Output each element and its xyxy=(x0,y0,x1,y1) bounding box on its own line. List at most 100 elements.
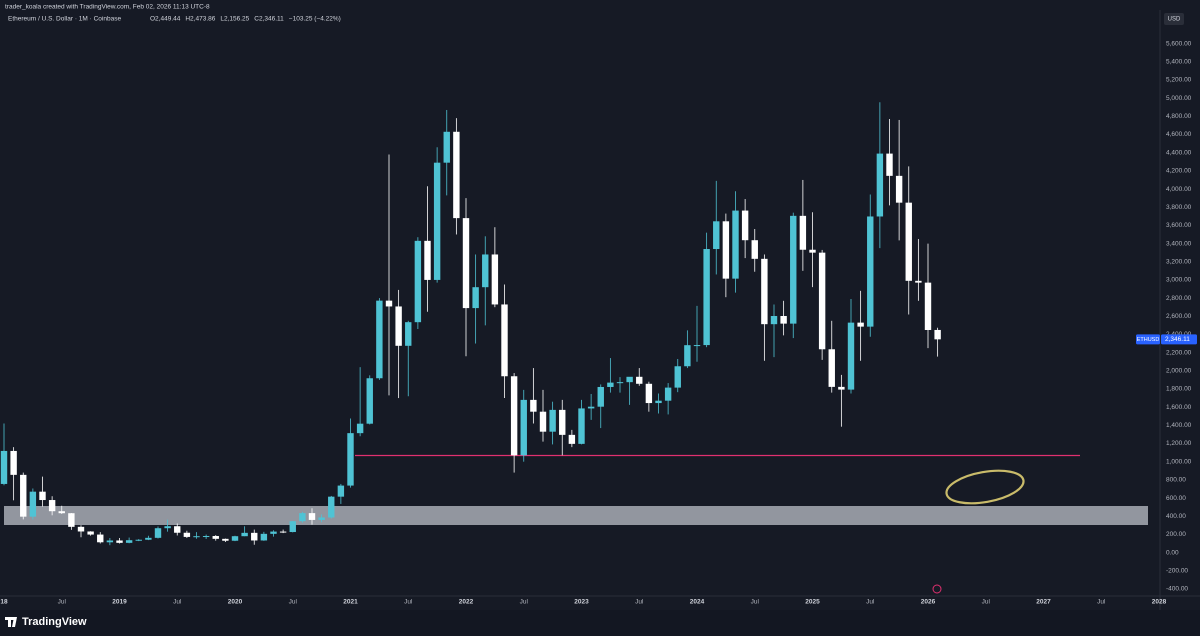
candle-body xyxy=(154,528,162,538)
candle-body xyxy=(761,258,768,325)
candle-body xyxy=(597,386,604,407)
y-tick-label: 1,600.00 xyxy=(1166,404,1192,411)
candle-body xyxy=(530,399,537,412)
candle-body xyxy=(48,500,56,512)
x-tick-label: Jul xyxy=(1097,599,1106,606)
symbol-tag xyxy=(1136,334,1160,345)
y-tick-label: 600.00 xyxy=(1166,495,1186,502)
candle-body xyxy=(655,400,662,404)
attribution: trader_koala created with TradingView.co… xyxy=(5,4,210,11)
candle-body xyxy=(693,345,701,347)
y-tick-label: 3,600.00 xyxy=(1166,222,1192,229)
y-tick-label: 400.00 xyxy=(1166,513,1186,520)
candle-body xyxy=(645,383,653,404)
candle-body xyxy=(87,531,94,535)
candle-body xyxy=(289,521,296,533)
chart-title: Ethereum / U.S. Dollar · 1M · Coinbase xyxy=(8,16,121,23)
candle-body xyxy=(838,386,845,390)
x-tick-label: Jul xyxy=(751,599,760,606)
x-tick-label: 2020 xyxy=(228,599,243,606)
ohlc-value: H2,473.86 xyxy=(185,16,215,23)
candle-body xyxy=(58,511,65,514)
y-tick-label: 3,800.00 xyxy=(1166,204,1192,211)
y-tick-label: 3,200.00 xyxy=(1166,258,1192,265)
candle-body xyxy=(607,382,614,387)
candle-body xyxy=(10,450,17,475)
x-tick-label: 2019 xyxy=(112,599,127,606)
x-tick-label: Jul xyxy=(866,599,875,606)
event-icon xyxy=(932,584,942,594)
candle-body xyxy=(809,249,816,253)
candle-body xyxy=(270,531,277,534)
candle-body xyxy=(337,485,345,497)
highlight-ellipse xyxy=(945,469,1025,505)
candle-body xyxy=(125,540,133,543)
brand-logo: TradingView xyxy=(22,616,87,628)
y-tick-label: 1,400.00 xyxy=(1166,422,1192,429)
candle-body xyxy=(385,300,393,307)
candle-body xyxy=(905,202,912,281)
candles xyxy=(0,102,941,546)
candle-body xyxy=(0,450,8,484)
y-tick-label: 2,000.00 xyxy=(1166,368,1192,375)
ohlc-value: L2,156.25 xyxy=(220,16,249,23)
candle-body xyxy=(433,162,441,280)
y-tick-label: 5,000.00 xyxy=(1166,95,1192,102)
candle-body xyxy=(549,409,556,432)
candle-body xyxy=(539,411,547,432)
candle-body xyxy=(424,240,431,280)
candle-body xyxy=(241,532,248,537)
y-tick-label: 1,200.00 xyxy=(1166,440,1192,447)
x-tick-label: Jul xyxy=(289,599,298,606)
candle-body xyxy=(231,536,239,541)
y-tick-label: 3,400.00 xyxy=(1166,240,1192,247)
footer-bar xyxy=(0,610,1200,636)
candle-body xyxy=(559,409,566,435)
currency-label: USD xyxy=(1168,17,1181,23)
candle-body xyxy=(867,216,874,327)
candle-body xyxy=(751,240,758,259)
candle-body xyxy=(616,382,624,384)
candle-body xyxy=(770,315,778,325)
x-tick-label: 2021 xyxy=(343,599,358,606)
x-tick-label: Jul xyxy=(635,599,644,606)
candle-body xyxy=(482,254,489,288)
candle-body xyxy=(251,532,258,541)
candle-body xyxy=(713,221,720,250)
candle-body xyxy=(462,218,470,309)
x-tick-label: 2026 xyxy=(921,599,936,606)
ohlc-value: O2,449.44 xyxy=(150,16,181,23)
candle-body xyxy=(626,376,633,383)
candle-body xyxy=(674,366,681,388)
candle-body xyxy=(77,526,85,532)
candle-body xyxy=(520,399,527,456)
y-tick-label: 4,800.00 xyxy=(1166,113,1192,120)
candle-body xyxy=(664,387,672,401)
candle-body xyxy=(684,345,691,367)
candle-body xyxy=(472,287,479,309)
y-tick-label: 4,600.00 xyxy=(1166,131,1192,138)
candle-body xyxy=(886,153,893,176)
y-tick-label: 5,400.00 xyxy=(1166,59,1192,66)
candle-body xyxy=(915,280,922,283)
candle-body xyxy=(145,537,152,540)
x-tick-label: Jul xyxy=(58,599,67,606)
y-tick-label: 5,200.00 xyxy=(1166,77,1192,84)
candle-body xyxy=(279,531,287,533)
candle-body xyxy=(376,300,383,379)
candle-body xyxy=(308,513,316,520)
x-tick-label: Jul xyxy=(982,599,991,606)
y-tick-label: 200.00 xyxy=(1166,531,1186,538)
x-tick-label: 2025 xyxy=(805,599,820,606)
candle-body xyxy=(193,536,200,538)
candle-body xyxy=(328,496,335,518)
x-tick-label: 2023 xyxy=(574,599,589,606)
candle-body xyxy=(578,408,585,444)
candle-body xyxy=(453,131,460,219)
candle-body xyxy=(847,322,855,390)
y-tick-label: 4,000.00 xyxy=(1166,186,1192,193)
y-tick-label: 3,000.00 xyxy=(1166,277,1192,284)
y-tick-label: -400.00 xyxy=(1166,586,1188,593)
candle-body xyxy=(722,221,730,279)
